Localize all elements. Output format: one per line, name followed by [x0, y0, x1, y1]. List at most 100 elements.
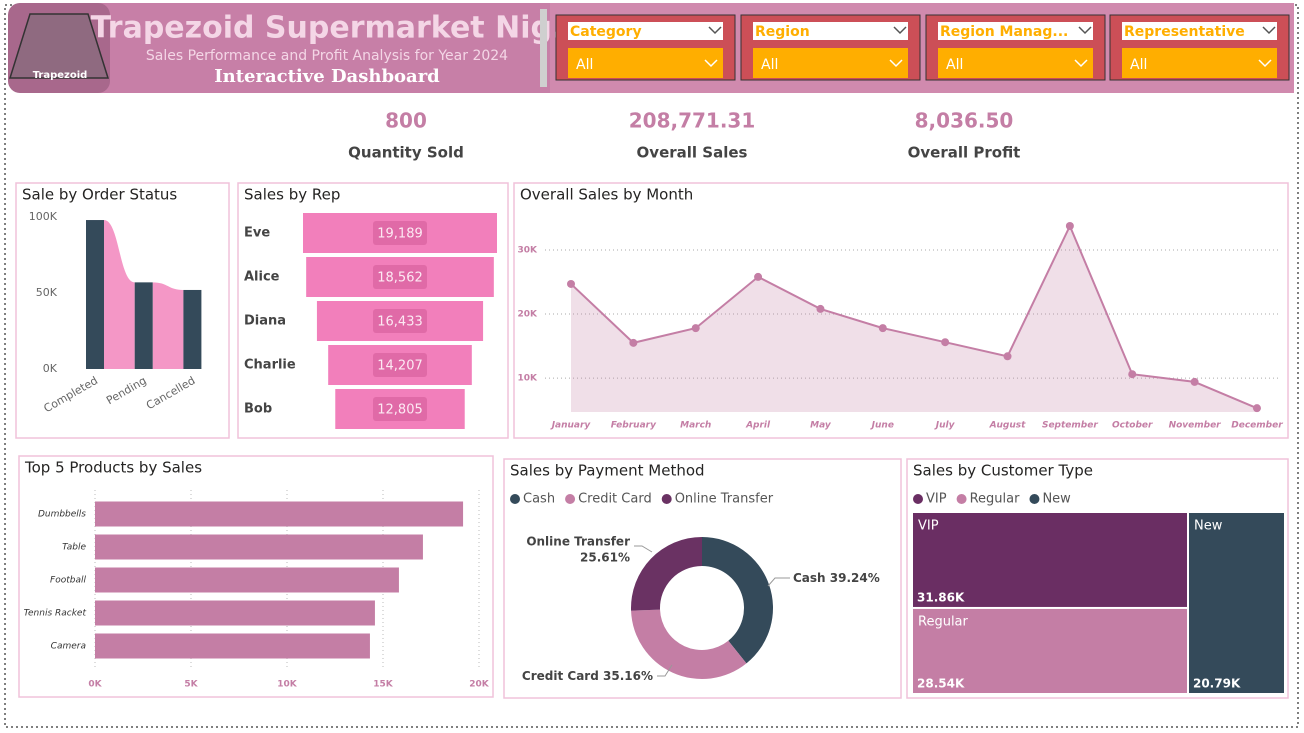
data-label: Credit Card 35.16%: [522, 669, 653, 683]
bar: [134, 282, 153, 369]
bar: [95, 534, 423, 560]
tile: [1188, 513, 1284, 693]
point: [1190, 377, 1199, 386]
value-label-box: [373, 397, 427, 421]
filter-value: All: [761, 57, 778, 73]
tile-value: 28.54K: [917, 677, 965, 691]
filter-label: Region: [755, 24, 810, 40]
chevron: [1078, 26, 1092, 35]
data-label-name: Cash: [793, 571, 826, 585]
value-label-box: [373, 353, 427, 377]
data-label-name: Credit Card: [522, 669, 599, 683]
filter-value: All: [946, 57, 963, 73]
filter-dropdown[interactable]: [1122, 48, 1277, 78]
value-label: 16,433: [377, 315, 423, 330]
legend-marker: [565, 494, 576, 504]
separator: [540, 9, 547, 87]
y-tick-label: 10K: [518, 374, 539, 384]
chevron: [1074, 59, 1088, 68]
leader-line: [767, 577, 790, 587]
chevron: [889, 59, 903, 68]
y-tick-label: 100K: [29, 210, 58, 223]
x-tick-label: June: [870, 421, 894, 431]
y-tick-label: Tennis Racket: [24, 609, 87, 619]
panel-title: Overall Sales by Month: [520, 186, 693, 204]
bar: [183, 289, 202, 369]
data-label-value: 35.16%: [603, 669, 653, 683]
category-label: Bob: [244, 402, 272, 417]
x-tick-label: 5K: [184, 680, 198, 690]
slice: [631, 609, 747, 679]
x-tick-label: 15K: [373, 680, 394, 690]
point: [816, 304, 825, 313]
y-tick-label: 30K: [518, 246, 539, 256]
panel-title: Sales by Payment Method: [510, 462, 705, 480]
value-label: 14,207: [377, 359, 423, 374]
logo-shape: [8, 13, 110, 79]
ribbon: [152, 282, 184, 369]
line: [570, 223, 1258, 410]
kpi-value: 8,036.50: [915, 109, 1014, 133]
tile: [913, 608, 1187, 693]
category-label: Diana: [244, 314, 286, 329]
kpi-label: Overall Profit: [908, 144, 1021, 162]
value-label-box: [373, 221, 427, 245]
slice: [702, 537, 773, 664]
filter-dropdown[interactable]: [938, 48, 1093, 78]
tile-label: VIP: [918, 519, 939, 534]
area: [571, 226, 1257, 412]
filter-dropdown[interactable]: [568, 48, 723, 78]
legend-label: Online Transfer: [675, 492, 774, 507]
x-tick-label: January: [550, 421, 592, 431]
slice: [631, 537, 702, 611]
x-tick-label: August: [989, 421, 1027, 431]
data-label-name: Online Transfer: [526, 535, 630, 549]
ribbon: [104, 220, 135, 369]
filter-value: All: [576, 57, 593, 73]
filter-label: Category: [570, 24, 642, 40]
x-tick-label: October: [1112, 421, 1153, 431]
legend-label: Cash: [523, 492, 555, 507]
y-tick-label: Table: [62, 543, 86, 553]
leader-line: [657, 664, 673, 677]
point: [629, 338, 638, 347]
filter-dropdown[interactable]: [753, 48, 908, 78]
x-tick-label: September: [1042, 421, 1098, 431]
filter-label: Region Manag...: [940, 24, 1068, 40]
point: [1003, 352, 1012, 361]
x-tick-label: April: [745, 421, 771, 431]
y-tick-label: Dumbbells: [38, 510, 86, 520]
point: [1252, 404, 1261, 413]
point: [878, 324, 887, 333]
data-label-value: 25.61%: [580, 551, 630, 565]
bar: [86, 220, 104, 369]
panel-title: Sale by Order Status: [22, 186, 177, 204]
x-tick-label: November: [1169, 421, 1222, 431]
legend-marker: [661, 494, 672, 504]
panel-title: Top 5 Products by Sales: [24, 459, 202, 477]
point: [1065, 222, 1074, 231]
legend-label: Credit Card: [578, 492, 652, 507]
tile: [913, 513, 1187, 607]
kpi-value: 800: [385, 109, 427, 133]
bar: [95, 501, 464, 527]
filter-value: All: [1130, 57, 1147, 73]
tile-label: Regular: [918, 614, 969, 629]
category-label: Eve: [244, 226, 270, 241]
bar: [95, 633, 370, 659]
y-tick-label: Football: [50, 576, 86, 586]
kpi-value: 208,771.31: [629, 109, 756, 133]
value-label: 19,189: [377, 227, 423, 242]
kpi-label: Quantity Sold: [348, 144, 464, 162]
filter-label-bar: [568, 22, 723, 40]
title: Trapezoid Supermarket Nig.: [91, 11, 564, 46]
x-tick-label: 10K: [277, 680, 298, 690]
chevron: [704, 59, 718, 68]
chevron: [708, 26, 722, 35]
panel-title: Sales by Rep: [244, 186, 340, 204]
value-label: 12,805: [377, 403, 423, 418]
x-tick-label: July: [934, 421, 956, 431]
chevron: [1262, 26, 1276, 35]
legend-marker: [956, 494, 967, 504]
